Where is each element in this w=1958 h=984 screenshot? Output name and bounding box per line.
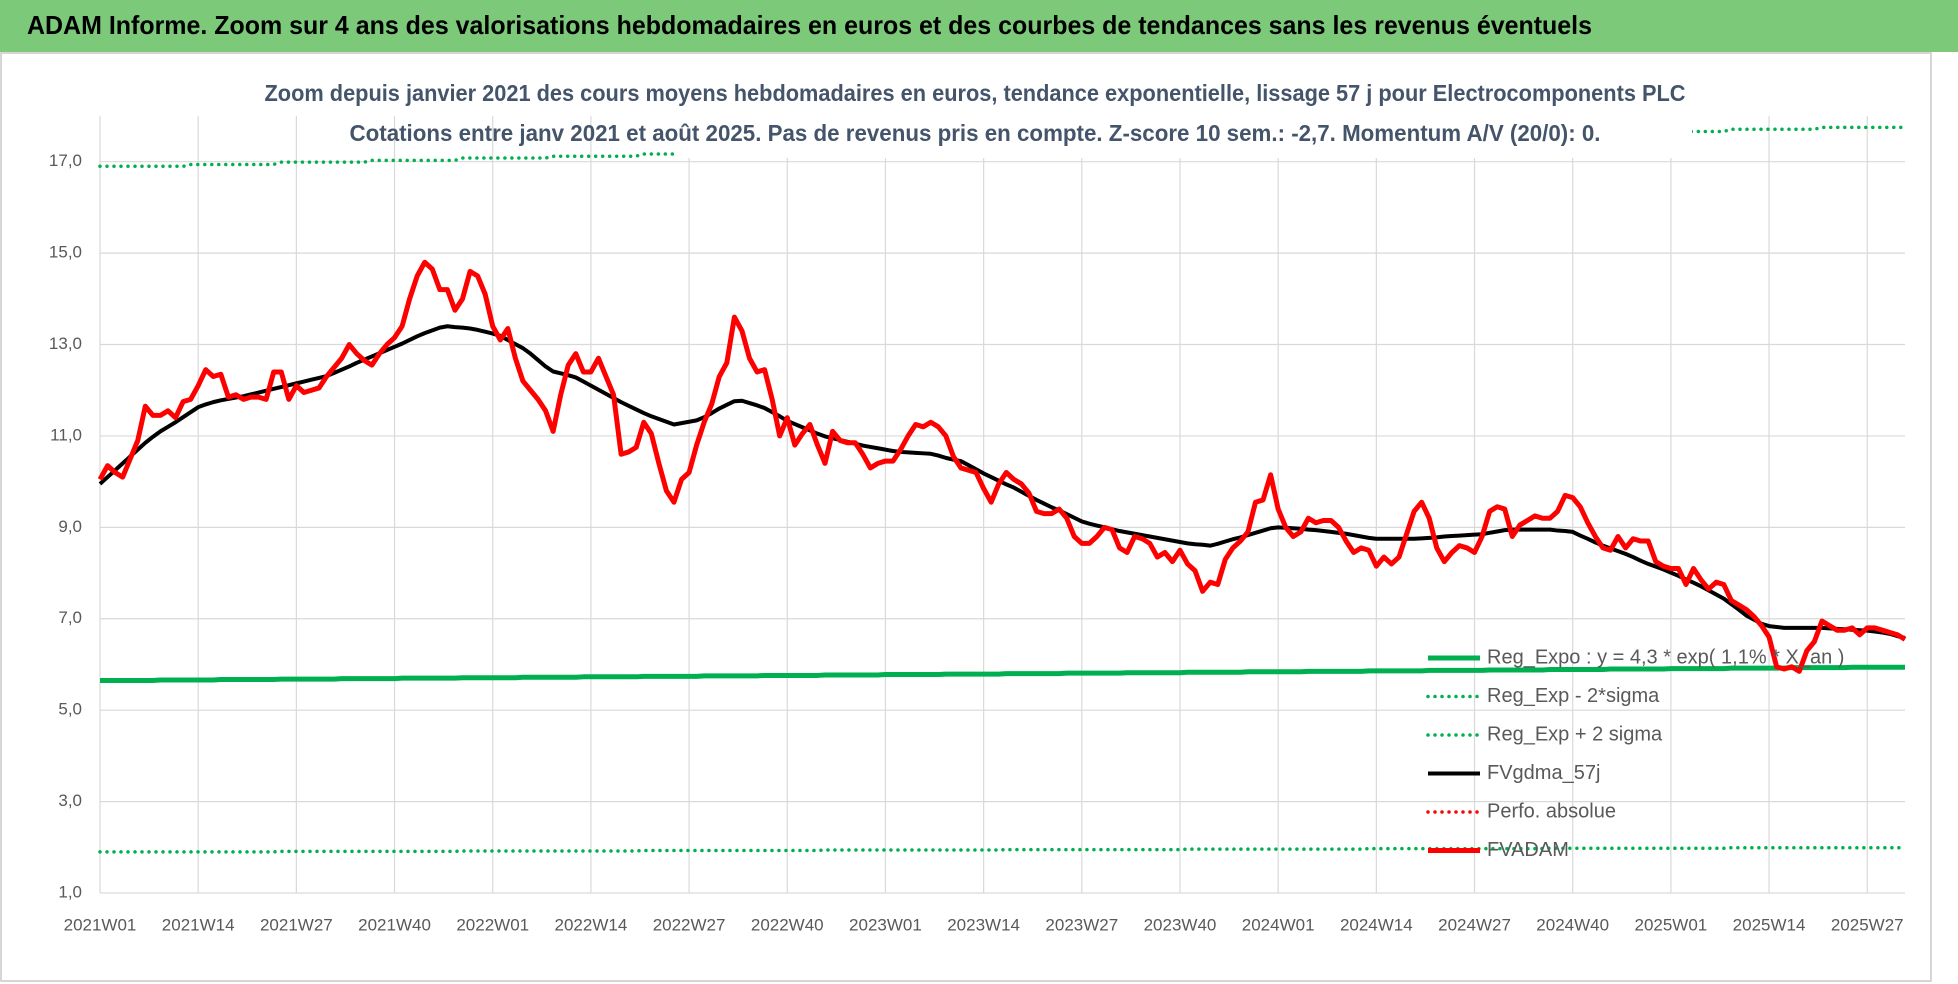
y-tick-label: 11,0: [50, 425, 82, 444]
x-tick-label: 2024W40: [1536, 915, 1609, 934]
y-tick-label: 3,0: [58, 791, 82, 810]
x-tick-label: 2024W27: [1438, 915, 1511, 934]
legend-label: Reg_Exp + 2 sigma: [1487, 723, 1663, 745]
x-tick-label: 2024W01: [1242, 915, 1315, 934]
x-tick-label: 2022W27: [653, 915, 726, 934]
x-tick-label: 2022W14: [555, 915, 628, 934]
x-tick-label: 2022W40: [751, 915, 824, 934]
legend-label: FVADAM: [1487, 839, 1569, 861]
y-tick-label: 9,0: [58, 517, 82, 536]
legend-label: Reg_Expo : y = 4,3 * exp( 1,1% * X_an ): [1487, 646, 1844, 668]
y-tick-label: 17,0: [49, 151, 82, 170]
x-tick-label: 2021W14: [162, 915, 235, 934]
y-tick-label: 15,0: [49, 243, 82, 262]
x-tick-label: 2021W01: [64, 915, 137, 934]
y-tick-label: 1,0: [58, 882, 82, 901]
header-bar: [0, 0, 1958, 52]
x-tick-label: 2025W14: [1733, 915, 1806, 934]
series-line: [98, 846, 1907, 854]
series-line: [100, 664, 1905, 683]
x-tick-label: 2021W40: [358, 915, 431, 934]
legend: Reg_Expo : y = 4,3 * exp( 1,1% * X_an ) R…: [1426, 646, 1844, 861]
legend-label: FVgdma_57j: [1487, 762, 1600, 784]
chart-title: Zoom depuis janvier 2021 des cours moyen…: [265, 80, 1686, 106]
x-tick-label: 2023W27: [1045, 915, 1118, 934]
y-tick-label: 13,0: [49, 334, 82, 353]
y-tick-label: 5,0: [58, 700, 82, 719]
series-line: [98, 125, 1907, 169]
x-tick-label: 2025W01: [1634, 915, 1707, 934]
x-tick-label: 2023W40: [1144, 915, 1217, 934]
y-tick-label: 7,0: [58, 608, 82, 627]
x-tick-label: 2023W14: [947, 915, 1020, 934]
x-tick-label: 2022W01: [456, 915, 529, 934]
chart-frame: [0, 52, 1932, 982]
x-tick-label: 2023W01: [849, 915, 922, 934]
series-line: [97, 259, 1907, 674]
x-tick-label: 2025W27: [1831, 915, 1904, 934]
x-tick-label: 2021W27: [260, 915, 333, 934]
chart-subtitle: Cotations entre janv 2021 et août 2025. …: [350, 120, 1601, 146]
legend-label: Reg_Exp - 2*sigma: [1487, 685, 1660, 707]
title-background: [675, 62, 1692, 158]
axes: 1,0 3,0 5,0 7,0 9,0 11,0 13,0 15,0 17,0 2021W01 20…: [49, 151, 1904, 934]
x-tick-label: 2024W14: [1340, 915, 1413, 934]
legend-label: Perfo. absolue: [1487, 800, 1616, 822]
plot-lines: [97, 125, 1907, 854]
page-title: ADAM Informe. Zoom sur 4 ans des valoris…: [27, 10, 1592, 40]
